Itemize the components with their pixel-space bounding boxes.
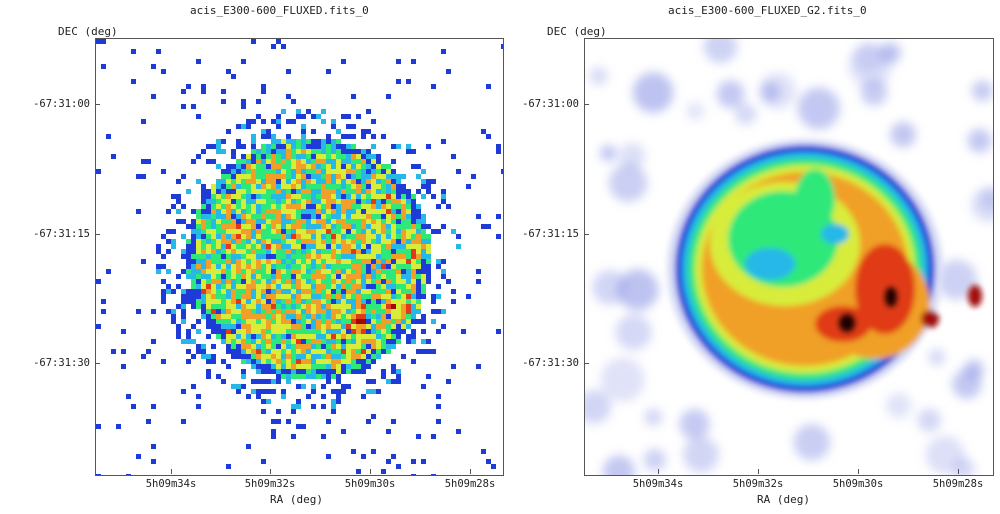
- right-ytick-mark: [584, 234, 589, 235]
- left-ytick-label: -67:31:00: [33, 98, 90, 110]
- right-xtick-mark: [958, 469, 959, 474]
- left-ytick-mark: [95, 363, 100, 364]
- left-ytick-mark: [95, 234, 100, 235]
- left-ytick-label: -67:31:30: [33, 357, 90, 369]
- left-y-axis-label: DEC (deg): [58, 25, 118, 38]
- left-xtick-mark: [171, 469, 172, 474]
- right-background-haze: [585, 39, 993, 475]
- left-image-panel: acis_E300-600_FLUXED.fits_0 DEC (deg) -6…: [33, 4, 504, 506]
- right-plot-area[interactable]: [584, 38, 994, 476]
- right-xtick-mark: [758, 469, 759, 474]
- right-panel-title: acis_E300-600_FLUXED_G2.fits_0: [668, 4, 867, 17]
- right-ytick-mark: [584, 104, 589, 105]
- right-image-panel: acis_E300-600_FLUXED_G2.fits_0 DEC (deg)…: [500, 0, 1000, 514]
- left-xtick-label: 5h09m32s: [244, 478, 296, 490]
- right-x-axis-label: RA (deg): [757, 493, 810, 506]
- left-pixel-layer: [96, 39, 503, 475]
- right-xtick-mark: [658, 469, 659, 474]
- right-xtick-mark: [858, 469, 859, 474]
- left-xtick-mark: [370, 469, 371, 474]
- right-xtick-label: 5h09m30s: [832, 478, 884, 490]
- right-xtick-label: 5h09m32s: [732, 478, 784, 490]
- left-xtick-label: 5h09m30s: [344, 478, 396, 490]
- left-xtick-label: 5h09m28s: [444, 478, 496, 490]
- left-ytick-mark: [95, 104, 100, 105]
- right-y-axis-label: DEC (deg): [547, 25, 607, 38]
- left-x-axis-label: RA (deg): [270, 493, 323, 506]
- right-ytick-label: -67:31:15: [522, 228, 579, 240]
- left-xtick-label: 5h09m34s: [145, 478, 197, 490]
- right-xtick-label: 5h09m28s: [932, 478, 984, 490]
- right-ytick-label: -67:31:00: [522, 98, 579, 110]
- right-smoothed-image: [585, 39, 993, 475]
- right-ytick-mark: [584, 363, 589, 364]
- left-plot-area[interactable]: [95, 38, 504, 476]
- right-ytick-label: -67:31:30: [522, 357, 579, 369]
- right-xtick-label: 5h09m34s: [632, 478, 684, 490]
- right-remnant-layer: [667, 139, 982, 399]
- left-xtick-mark: [270, 469, 271, 474]
- left-ytick-label: -67:31:15: [33, 228, 90, 240]
- left-xtick-mark: [470, 469, 471, 474]
- left-panel-title: acis_E300-600_FLUXED.fits_0: [190, 4, 369, 17]
- right-hot-knots: [839, 287, 897, 332]
- left-raw-image: [96, 39, 503, 475]
